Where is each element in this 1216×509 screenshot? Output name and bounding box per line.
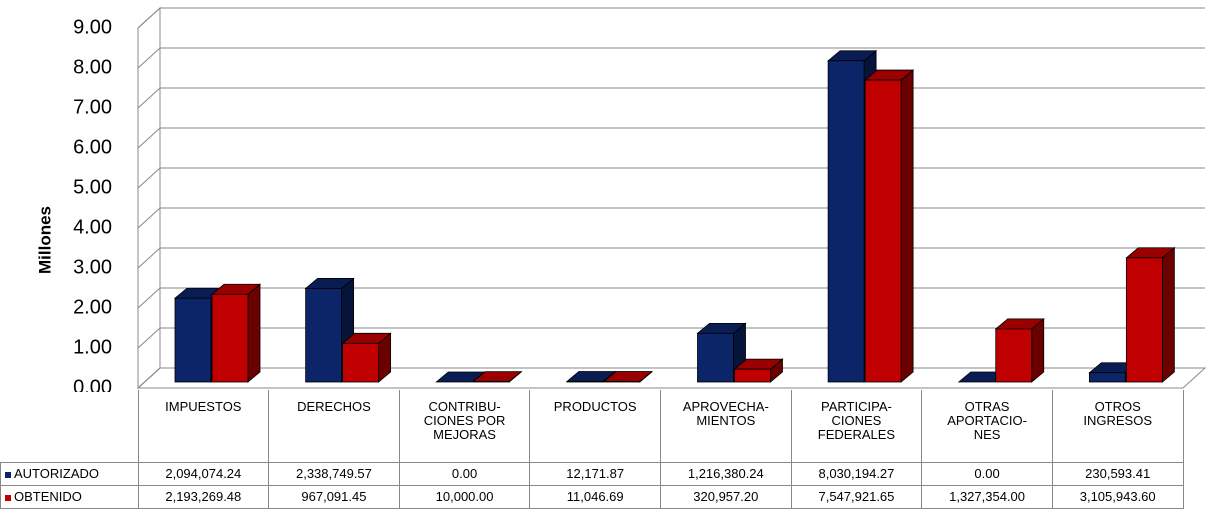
bar <box>306 288 342 382</box>
bar <box>828 61 864 382</box>
bar <box>212 294 248 382</box>
value-cell: 0.00 <box>399 463 530 486</box>
bar <box>1126 258 1162 382</box>
legend-key <box>5 495 11 501</box>
bar <box>698 333 734 382</box>
value-cell: 2,338,749.57 <box>269 463 400 486</box>
grid-line <box>138 48 1205 68</box>
category-label: PARTICIPA- CIONES FEDERALES <box>791 390 922 463</box>
grid-line <box>138 8 1205 28</box>
y-tick-label: 4.00 <box>73 216 112 238</box>
value-cell: 11,046.69 <box>530 486 661 509</box>
grid-line <box>138 128 1205 148</box>
y-tick-label: 6.00 <box>73 136 112 158</box>
value-cell: 320,957.20 <box>661 486 792 509</box>
value-cell: 1,327,354.00 <box>922 486 1053 509</box>
value-cell: 2,094,074.24 <box>138 463 269 486</box>
category-label: OTRAS APORTACIO- NES <box>922 390 1053 463</box>
legend-key <box>5 472 11 478</box>
grid-line <box>138 168 1205 188</box>
legend-label: AUTORIZADO <box>14 466 99 481</box>
y-axis-label: Millones <box>35 206 54 274</box>
grid-line <box>138 368 1205 388</box>
value-cell: 1,216,380.24 <box>661 463 792 486</box>
value-cell: 7,547,921.65 <box>791 486 922 509</box>
y-tick-label: 5.00 <box>73 176 112 198</box>
value-cell: 8,030,194.27 <box>791 463 922 486</box>
chart: Millones 0.001.002.003.004.005.006.007.0… <box>0 0 1216 392</box>
grid-line <box>138 88 1205 108</box>
value-cell: 3,105,943.60 <box>1052 486 1183 509</box>
bar <box>1089 373 1125 382</box>
value-cell: 2,193,269.48 <box>138 486 269 509</box>
category-label: PRODUCTOS <box>530 390 661 463</box>
grid-line <box>138 248 1205 268</box>
category-label: CONTRIBU- CIONES POR MEJORAS <box>399 390 530 463</box>
bar <box>175 298 211 382</box>
y-tick-label: 7.00 <box>73 96 112 118</box>
grid-line <box>138 288 1205 308</box>
grid-line <box>138 208 1205 228</box>
legend-label: OBTENIDO <box>14 489 82 504</box>
bar-side <box>1162 248 1174 382</box>
value-cell: 967,091.45 <box>269 486 400 509</box>
value-cell: 12,171.87 <box>530 463 661 486</box>
bar <box>343 343 379 382</box>
bar-side <box>901 70 913 382</box>
bar <box>865 80 901 382</box>
y-tick-label: 2.00 <box>73 296 112 318</box>
corner <box>1 390 139 463</box>
y-tick-label: 9.00 <box>73 16 112 38</box>
category-label: IMPUESTOS <box>138 390 269 463</box>
y-tick-label: 3.00 <box>73 256 112 278</box>
value-cell: 0.00 <box>922 463 1053 486</box>
floor <box>138 368 1205 388</box>
grid-line <box>138 328 1205 348</box>
y-tick-label: 1.00 <box>73 336 112 358</box>
category-label: DERECHOS <box>269 390 400 463</box>
category-label: OTROS INGRESOS <box>1052 390 1183 463</box>
bar <box>735 369 771 382</box>
legend-cell: OBTENIDO <box>1 486 139 509</box>
value-cell: 10,000.00 <box>399 486 530 509</box>
category-label: APROVECHA- MIENTOS <box>661 390 792 463</box>
value-cell: 230,593.41 <box>1052 463 1183 486</box>
legend-cell: AUTORIZADO <box>1 463 139 486</box>
bar-side <box>1032 319 1044 382</box>
bar-side <box>248 284 260 382</box>
y-tick-label: 8.00 <box>73 56 112 78</box>
bar <box>996 329 1032 382</box>
